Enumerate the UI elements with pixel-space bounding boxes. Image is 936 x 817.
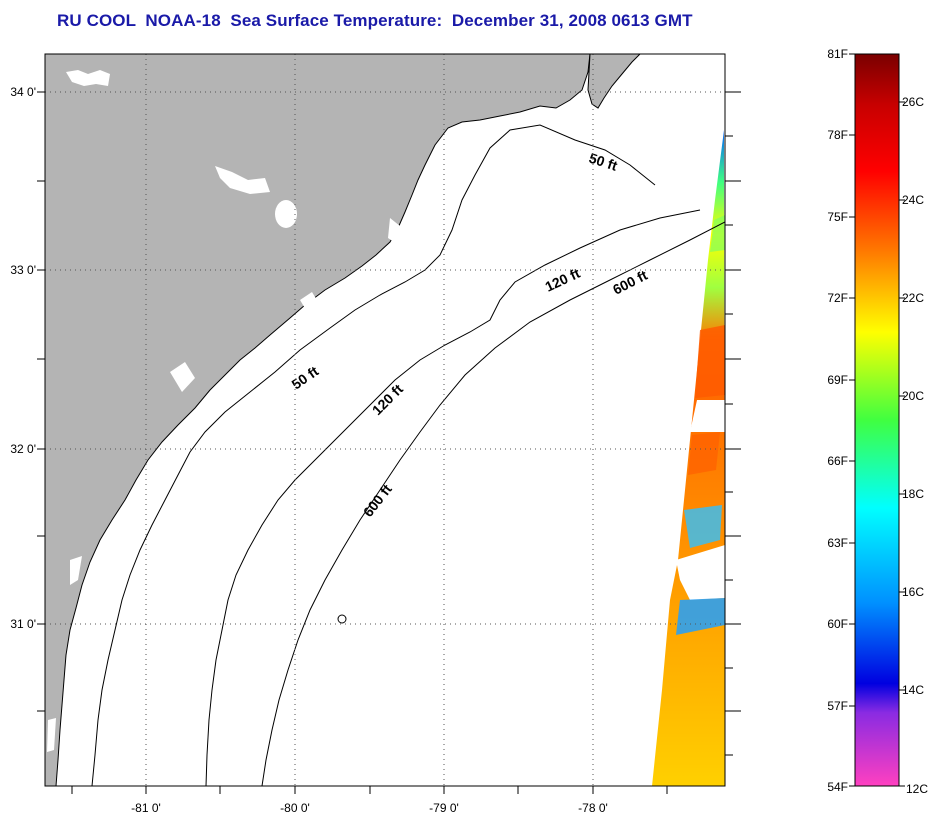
c-label-18: 18C: [902, 487, 924, 501]
land-area-north: [587, 54, 641, 109]
c-label-16: 16C: [902, 585, 924, 599]
longitude-labels: -81 0' -80 0' -79 0' -78 0': [131, 801, 608, 815]
c-label-14: 14C: [902, 683, 924, 697]
f-label-63: 63F: [827, 536, 848, 550]
f-label-60: 60F: [827, 617, 848, 631]
lat-label-34: 34 0': [10, 85, 36, 99]
isobaths: [91, 124, 725, 786]
f-label-72: 72F: [827, 291, 848, 305]
c-label-12: 12C: [906, 782, 928, 796]
lon-label-81: -81 0': [131, 801, 161, 815]
map-title: RU COOL NOAA-18 Sea Surface Temperature:…: [57, 11, 693, 30]
isobath-120ft: [205, 209, 701, 786]
lon-label-78: -78 0': [578, 801, 608, 815]
c-label-22: 22C: [902, 291, 924, 305]
lat-label-33: 33 0': [10, 263, 36, 277]
gridlines: [45, 54, 725, 786]
fahrenheit-labels: 81F 78F 75F 72F 69F 66F 63F 60F 57F 54F: [827, 47, 848, 794]
celsius-labels: 26C 24C 22C 20C 18C 16C 14C 12C: [902, 95, 928, 796]
cold-patches: [676, 215, 725, 635]
f-label-69: 69F: [827, 373, 848, 387]
c-label-24: 24C: [902, 193, 924, 207]
lon-label-79: -79 0': [429, 801, 459, 815]
axis-ticks: [37, 91, 741, 794]
lat-label-31: 31 0': [10, 617, 36, 631]
latitude-labels: 34 0' 33 0' 32 0' 31 0': [10, 85, 36, 631]
cloud-gaps: [676, 400, 725, 600]
isobath-600ft-loop: [337, 614, 347, 624]
f-label-78: 78F: [827, 128, 848, 142]
f-label-54: 54F: [827, 780, 848, 794]
color-bar: [854, 53, 900, 787]
lat-label-32: 32 0': [10, 442, 36, 456]
f-label-81: 81F: [827, 47, 848, 61]
inland-water: [47, 70, 405, 752]
isobath-50ft: [91, 124, 656, 786]
c-label-26: 26C: [902, 95, 924, 109]
isobath-600ft: [261, 221, 725, 786]
f-label-66: 66F: [827, 454, 848, 468]
lon-label-80: -80 0': [280, 801, 310, 815]
land-area: [45, 54, 591, 786]
c-label-20: 20C: [902, 389, 924, 403]
map-frame: [44, 53, 726, 787]
colorbar-ticks: [849, 53, 905, 787]
f-label-75: 75F: [827, 210, 848, 224]
f-label-57: 57F: [827, 699, 848, 713]
